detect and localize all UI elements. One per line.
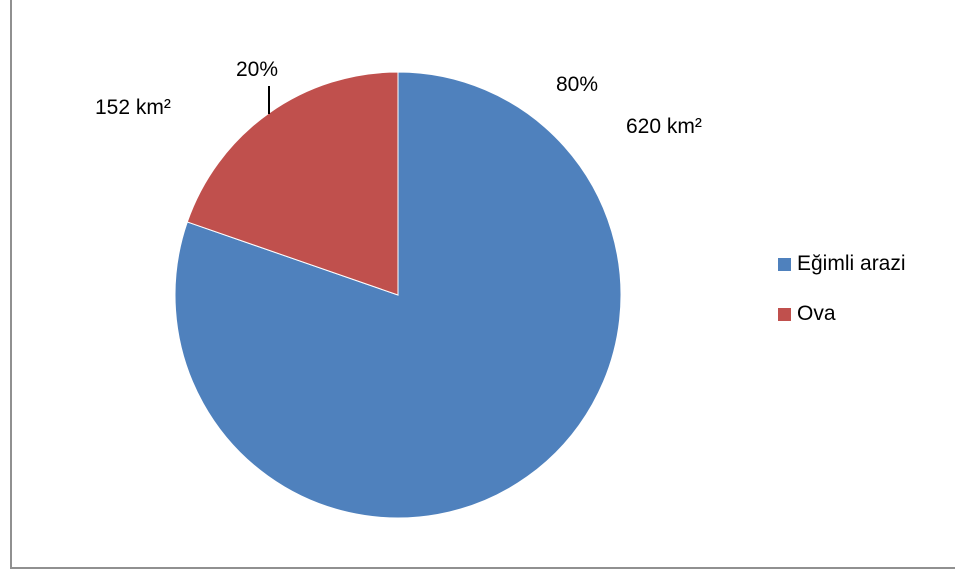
legend-label-ova: Ova — [797, 302, 836, 326]
data-label-egimli-percent: 80% — [556, 73, 598, 97]
legend-label-egimli-arazi: Eğimli arazi — [797, 252, 906, 276]
legend-swatch-egimli-arazi — [778, 258, 791, 271]
data-label-egimli-value: 620 km² — [626, 115, 702, 139]
legend-swatch-ova — [778, 308, 791, 321]
data-label-ova-value: 152 km² — [95, 96, 171, 120]
data-label-ova-percent: 20% — [236, 58, 278, 82]
legend: Eğimli arazi Ova — [778, 250, 906, 350]
legend-item-ova: Ova — [778, 300, 906, 328]
legend-item-egimli-arazi: Eğimli arazi — [778, 250, 906, 278]
